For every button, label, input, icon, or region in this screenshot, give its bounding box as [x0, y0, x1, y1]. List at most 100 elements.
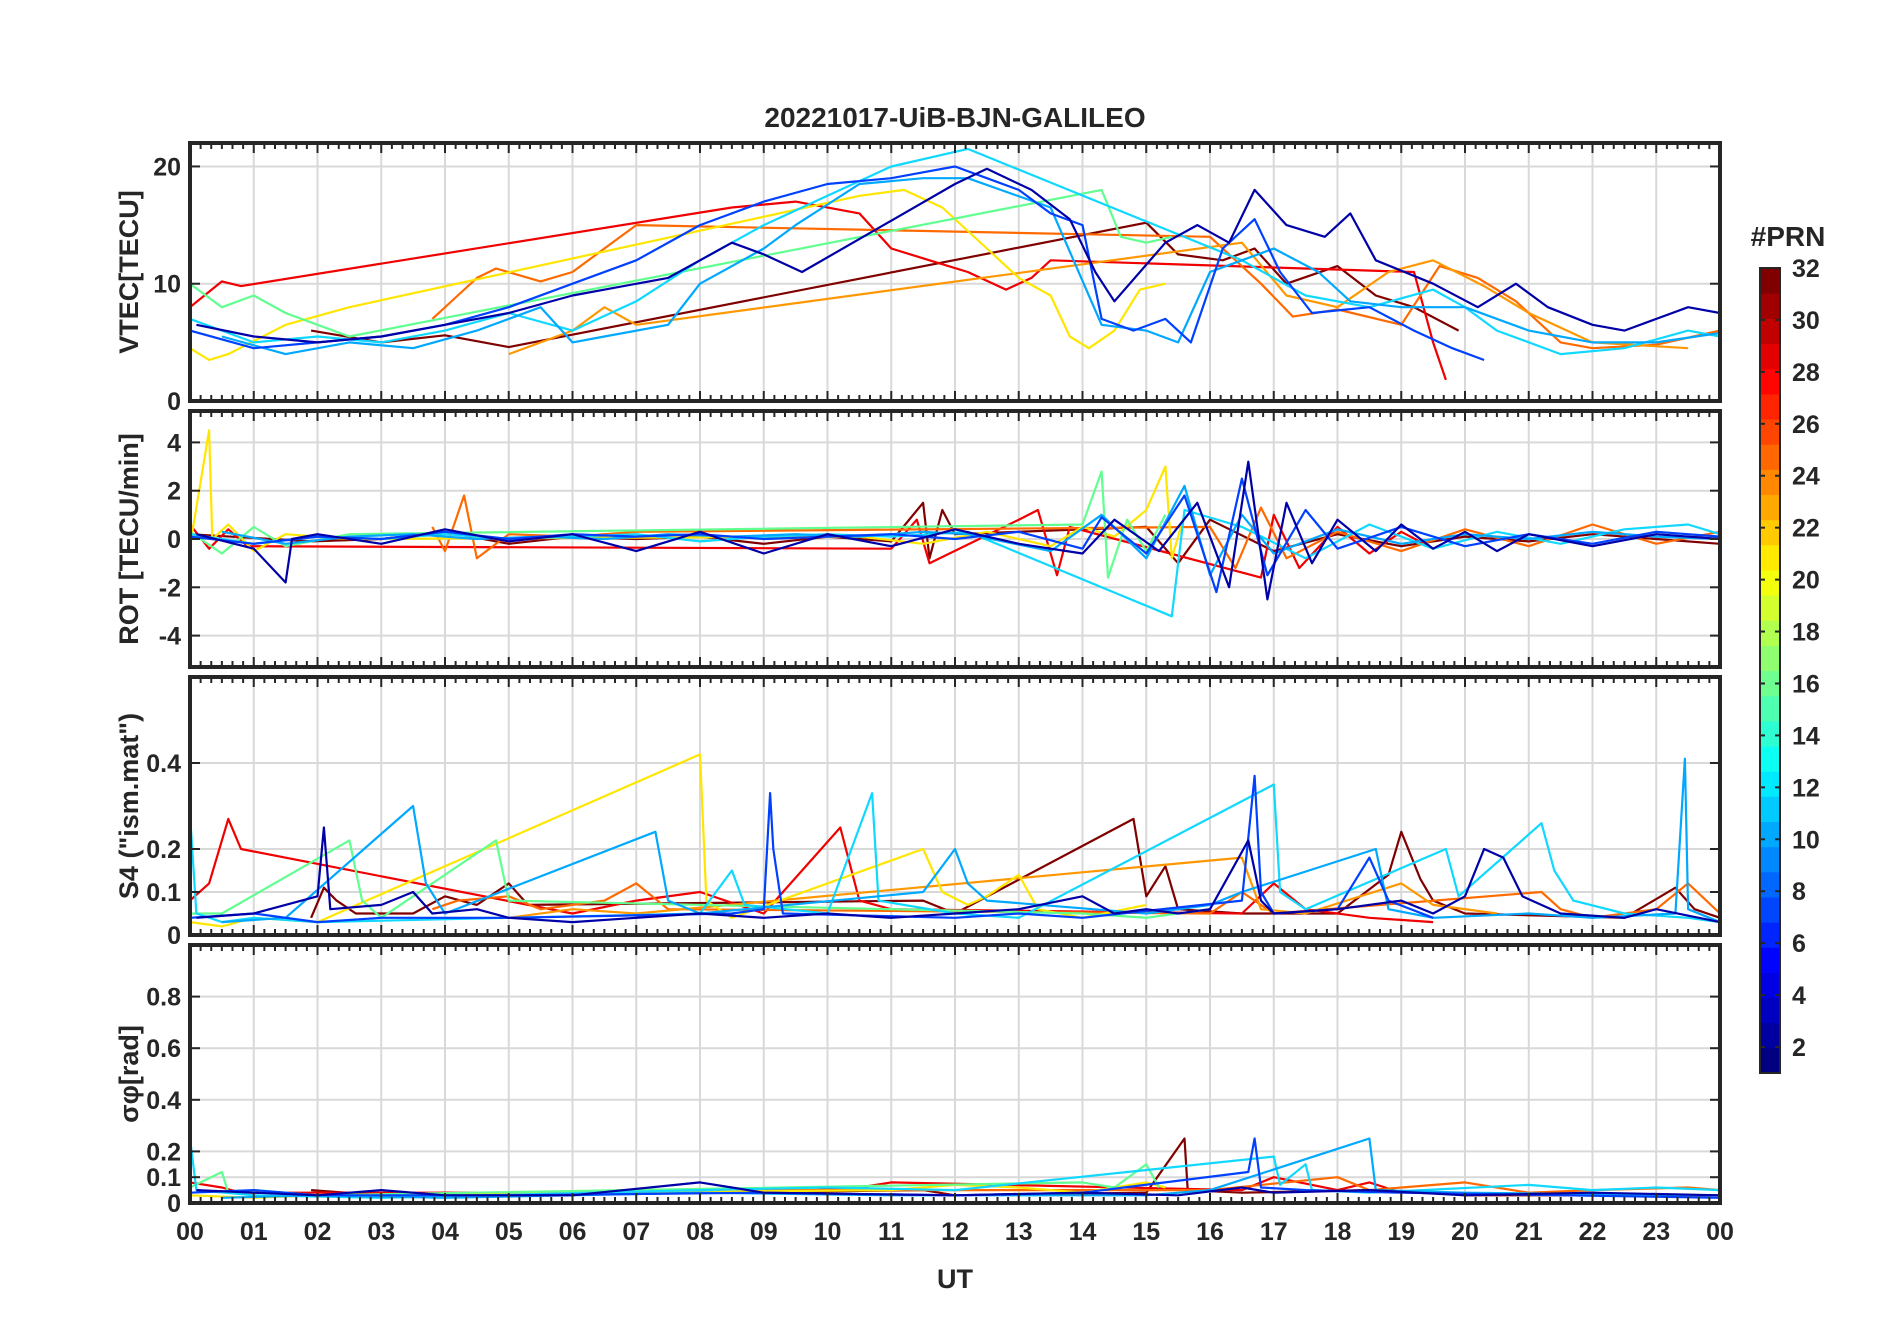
series-line-prn-2 [196, 826, 1720, 924]
y-tick-label: 0.1 [146, 879, 181, 907]
colorbar-segment [1760, 695, 1780, 722]
colorbar-segment [1760, 444, 1780, 470]
x-tick-label: 03 [367, 1218, 395, 1246]
panel-frame [188, 141, 1722, 403]
colorbar-segment [1760, 519, 1780, 546]
colorbar-segment [1760, 544, 1780, 571]
colorbar-segment [1760, 871, 1780, 898]
colorbar-segment [1760, 922, 1780, 948]
y-axis-label: VTEC[TECU] [114, 190, 144, 354]
series-line-prn-6 [190, 165, 1485, 362]
y-tick-label: 0.8 [146, 984, 181, 1012]
x-tick-label: 17 [1260, 1218, 1288, 1246]
colorbar-segment [1760, 418, 1780, 445]
colorbar-tick-label: 32 [1792, 255, 1820, 283]
series-line-prn-12 [190, 147, 1720, 356]
colorbar-segment [1760, 846, 1780, 873]
colorbar-tick-label: 20 [1792, 567, 1820, 595]
series-group [190, 753, 1720, 928]
x-tick-label: 12 [941, 1218, 969, 1246]
colorbar-segment [1760, 293, 1780, 319]
colorbar-segment [1760, 368, 1780, 395]
x-tick-label: 15 [1132, 1218, 1160, 1246]
y-tick-label: 0 [167, 922, 181, 950]
colorbar-segment [1760, 947, 1780, 973]
colorbar-segment [1760, 972, 1780, 999]
y-tick-label: 0.4 [146, 750, 181, 778]
y-tick-label: 0.2 [146, 836, 181, 864]
series-line-prn-22 [508, 241, 1689, 356]
y-tick-label: 0 [167, 388, 181, 416]
x-tick-label: 08 [686, 1218, 714, 1246]
panel-frame [188, 675, 1722, 937]
x-tick-label: 23 [1642, 1218, 1670, 1246]
y-tick-label: 0.2 [146, 1138, 181, 1166]
series-line-prn-24 [431, 494, 1720, 570]
x-tick-label: 07 [622, 1218, 650, 1246]
series-line-prn-2 [196, 167, 1720, 344]
x-tick-label: 06 [559, 1218, 587, 1246]
panel-frame [188, 409, 1722, 669]
series-line-prn-32 [310, 221, 1460, 349]
colorbar-segment [1760, 1022, 1780, 1049]
series-group [190, 147, 1720, 381]
x-tick-label: 05 [495, 1218, 523, 1246]
colorbar-segment [1760, 620, 1780, 646]
x-tick-label: 00 [1706, 1218, 1734, 1246]
x-tick-label: 04 [431, 1218, 459, 1246]
colorbar-segment [1760, 745, 1780, 772]
series-line-prn-32 [310, 817, 1720, 919]
x-tick-label: 11 [878, 1218, 905, 1246]
x-tick-label: 19 [1387, 1218, 1415, 1246]
colorbar-segment [1760, 569, 1780, 596]
x-tick-label: 10 [814, 1218, 842, 1246]
y-tick-label: 2 [167, 478, 181, 506]
colorbar-tick-label: 24 [1792, 463, 1820, 491]
chart-title: 20221017-UiB-BJN-GALILEO [764, 102, 1145, 133]
y-axis-label: S4 ("ism.mat") [114, 713, 144, 899]
y-tick-label: 0.1 [146, 1164, 181, 1192]
colorbar-segment [1760, 645, 1780, 672]
colorbar-segment [1760, 494, 1780, 521]
colorbar-tick-label: 30 [1792, 307, 1820, 335]
x-tick-label: 13 [1005, 1218, 1033, 1246]
colorbar-segment [1760, 469, 1780, 496]
y-tick-label: 0.6 [146, 1035, 181, 1063]
x-tick-label: 09 [750, 1218, 778, 1246]
colorbar-tick-label: 10 [1792, 826, 1820, 854]
colorbar-frame [1759, 267, 1781, 1074]
series-line-prn-16 [190, 188, 1173, 338]
colorbar-segment [1760, 268, 1780, 294]
series-line-prn-28 [190, 200, 1447, 381]
x-tick-label: 21 [1515, 1218, 1543, 1246]
x-axis-label: UT [937, 1264, 973, 1294]
x-tick-label: 20 [1451, 1218, 1479, 1246]
series-line-prn-10 [221, 177, 1720, 356]
series-line-prn-2 [196, 1181, 1720, 1197]
panel-rot: -4 -2 0 2 4 ROT [TECU/min] [114, 409, 1722, 669]
colorbar-segment [1760, 670, 1780, 697]
y-tick-label: 4 [167, 429, 181, 457]
colorbar-segment [1760, 1047, 1780, 1074]
series-line-prn-2 [196, 460, 1720, 601]
y-tick-label: -4 [159, 623, 181, 651]
x-tick-label: 01 [240, 1218, 268, 1246]
colorbar-tick-label: 8 [1792, 878, 1806, 906]
colorbar-segment [1760, 771, 1780, 797]
y-tick-label: 0 [167, 1190, 181, 1218]
y-axis-label: ROT [TECU/min] [114, 433, 144, 644]
series-line-prn-22 [508, 856, 1498, 919]
colorbar-segment [1760, 997, 1780, 1024]
y-tick-label: 20 [153, 153, 181, 181]
colorbar-tick-label: 6 [1792, 930, 1806, 958]
y-tick-label: 10 [153, 271, 181, 299]
series-line-prn-28 [190, 817, 1434, 924]
colorbar-tick-label: 22 [1792, 515, 1820, 543]
colorbar-segment [1760, 393, 1780, 420]
y-tick-label: 0.4 [146, 1087, 181, 1115]
y-tick-label: -2 [159, 574, 181, 602]
colorbar-segment [1760, 318, 1780, 345]
